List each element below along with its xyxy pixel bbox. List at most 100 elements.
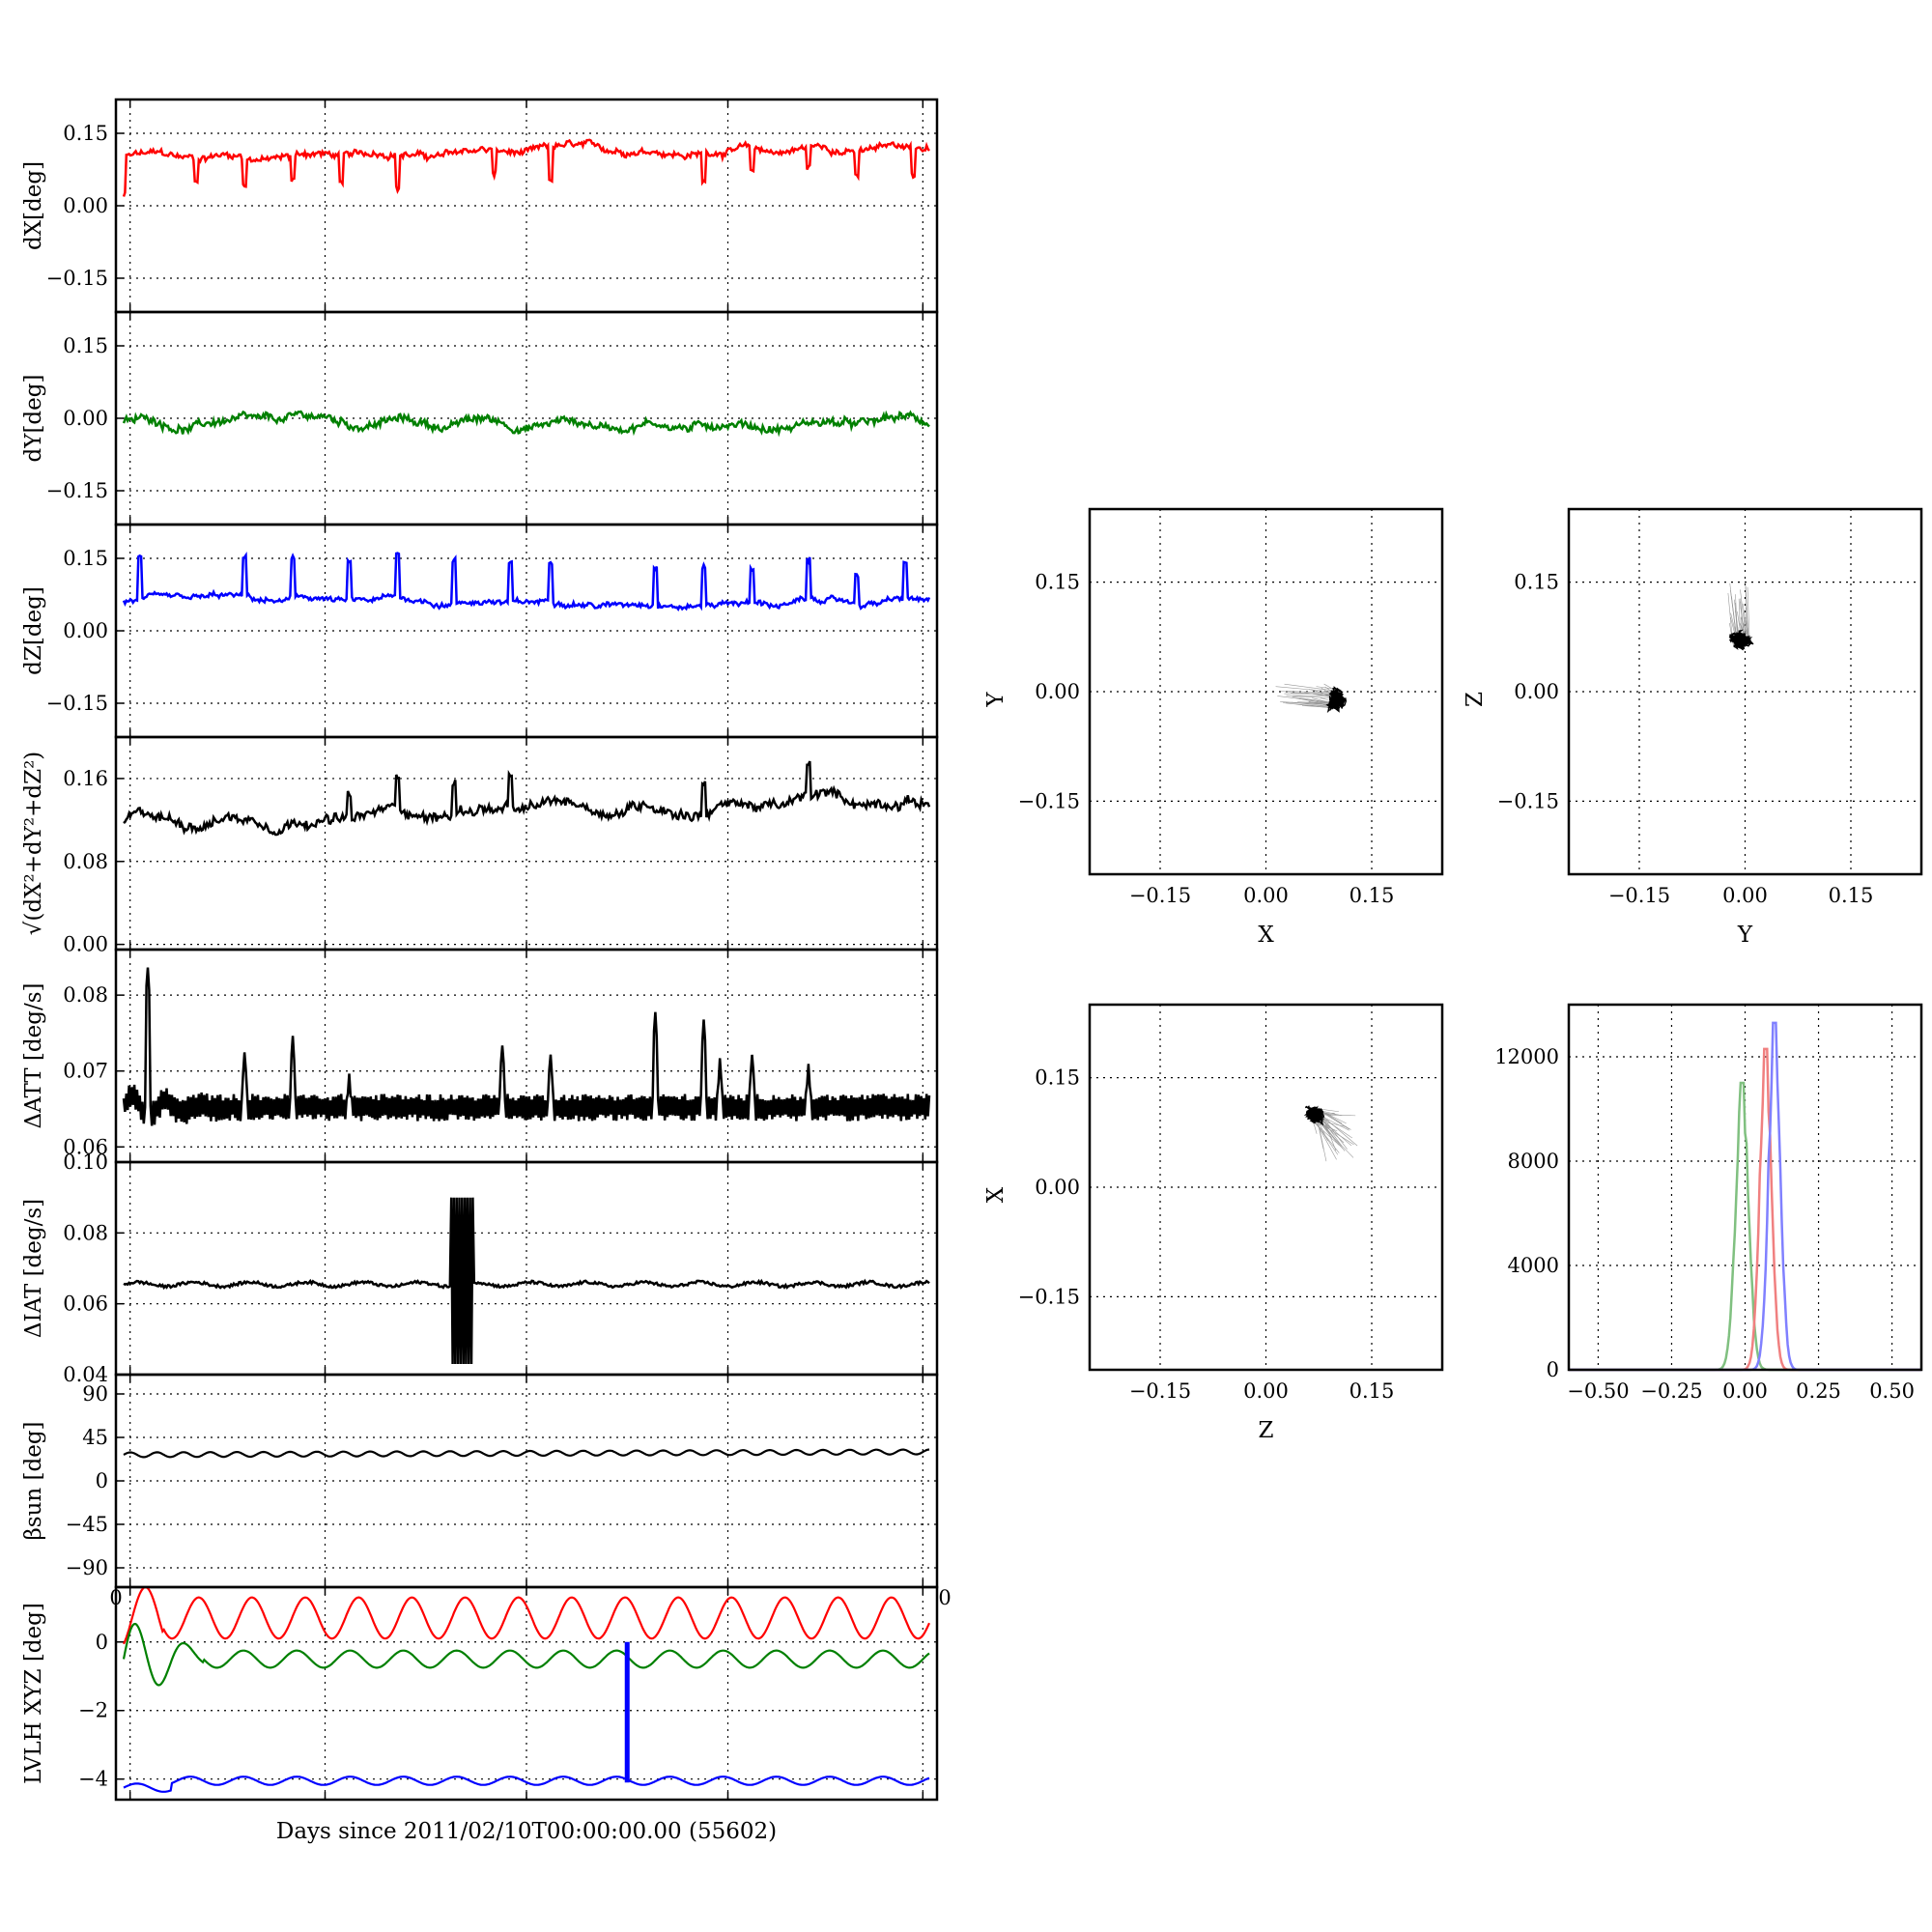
series-line	[122, 410, 930, 438]
x-axis-label: Y	[1737, 923, 1753, 948]
y-tick-label: 0.15	[1035, 1066, 1080, 1090]
time-series-panel	[114, 310, 939, 526]
plot-frame	[1567, 1003, 1923, 1372]
y-tick-label: 0.15	[1035, 571, 1080, 594]
y-tick-label: 0.00	[1035, 1176, 1080, 1199]
x-tick-label: 0.00	[1722, 884, 1768, 907]
scatter-panel	[1567, 507, 1923, 876]
y-axis-label: LVLH XYZ [deg]	[21, 1603, 46, 1784]
scatter-panel	[1088, 1003, 1444, 1372]
trail-line	[1317, 1119, 1327, 1162]
y-tick-label: 0.15	[63, 122, 108, 145]
y-tick-label: 0	[96, 1469, 108, 1492]
y-axis-label: dY[deg]	[21, 375, 46, 463]
series-line	[123, 1585, 931, 1645]
time-series-panel	[114, 948, 939, 1164]
y-tick-label: 0.06	[63, 1293, 108, 1316]
scatter-trace	[1303, 1105, 1325, 1126]
trail-line	[1734, 599, 1739, 637]
y-tick-label: 0.07	[63, 1060, 108, 1083]
series-line	[123, 1197, 930, 1365]
scatter-trace	[1325, 686, 1348, 714]
trail-line	[1313, 1117, 1337, 1160]
time-series-panel	[114, 523, 939, 739]
scatter-trace	[1728, 629, 1754, 651]
y-tick-label: 0.08	[63, 850, 108, 873]
x-tick-label: 0.00	[1243, 1379, 1289, 1403]
time-series-panel	[114, 1585, 939, 1802]
x-tick-label: 0.15	[1350, 884, 1395, 907]
y-axis-label: βsun [deg]	[21, 1421, 46, 1540]
x-tick-label: 0.15	[1350, 1379, 1395, 1403]
y-axis-label: ΔIAT [deg/s]	[21, 1199, 46, 1338]
y-tick-label: 0.00	[63, 933, 108, 956]
y-tick-label: 90	[82, 1382, 108, 1406]
trail-line	[1275, 686, 1331, 693]
time-series-panel	[114, 1160, 939, 1377]
series-line	[123, 1776, 930, 1793]
trail-line	[1279, 691, 1339, 696]
y-axis-label: √(dX²+dY²+dZ²)	[21, 752, 46, 936]
x-tick-label: −0.15	[1129, 884, 1191, 907]
series-line	[122, 551, 931, 612]
y-tick-label: −0.15	[46, 692, 108, 715]
y-tick-label: −0.15	[46, 267, 108, 290]
x-axis-label: Z	[1259, 1418, 1274, 1443]
scatter-panel	[1088, 507, 1444, 876]
y-axis-label: ΔATT [deg/s]	[21, 983, 46, 1129]
y-tick-label: 0.00	[1514, 680, 1559, 703]
plot-frame	[114, 1160, 939, 1377]
y-tick-label: −4	[78, 1768, 108, 1791]
y-tick-label: 0.08	[63, 1221, 108, 1244]
plot-frame	[1088, 1003, 1444, 1372]
trail-line	[1284, 683, 1338, 692]
trail-line	[1740, 598, 1745, 637]
y-axis-label: Y	[983, 692, 1009, 708]
y-tick-label: 0.00	[63, 194, 108, 217]
time-series-panel	[114, 1373, 939, 1589]
x-tick-label: 0.15	[1829, 884, 1874, 907]
x-axis-label: Days since 2011/02/10T00:00:00.00 (55602…	[276, 1819, 777, 1844]
x-tick-label: 0.00	[1243, 884, 1289, 907]
y-tick-label: −45	[66, 1513, 108, 1536]
y-tick-label: −2	[78, 1699, 108, 1722]
trail-line	[1747, 634, 1750, 638]
y-tick-label: −0.15	[1497, 789, 1559, 812]
y-tick-label: 0.16	[63, 767, 108, 790]
y-tick-label: 8000	[1508, 1150, 1559, 1173]
y-axis-label: dZ[deg]	[21, 586, 46, 675]
y-tick-label: 0.00	[1035, 680, 1080, 703]
series-line	[122, 138, 930, 197]
y-tick-label: 0.00	[63, 619, 108, 642]
trail-line	[1740, 616, 1748, 637]
y-tick-label: −0.15	[1018, 1285, 1080, 1308]
plot-frame	[1088, 507, 1444, 876]
y-tick-label: 0.15	[63, 334, 108, 357]
trail-line	[1298, 698, 1332, 705]
plot-frame	[114, 1585, 939, 1802]
trail-line	[1320, 1110, 1350, 1130]
y-axis-label: X	[983, 1186, 1009, 1203]
trail-line	[1313, 1120, 1338, 1132]
trail-line	[1277, 696, 1333, 703]
time-series-panel	[114, 735, 939, 952]
series-line	[122, 1622, 930, 1687]
x-tick-label: 0	[938, 1586, 951, 1609]
y-tick-label: −90	[66, 1556, 108, 1579]
histogram-line	[1569, 1021, 1921, 1372]
y-tick-label: 0.15	[1514, 571, 1559, 594]
y-tick-label: 45	[82, 1426, 108, 1449]
plot-frame	[114, 948, 939, 1164]
series-line	[123, 760, 931, 837]
x-axis-label: X	[1258, 923, 1274, 948]
y-tick-label: −0.15	[46, 479, 108, 502]
y-tick-label: 0.10	[63, 1151, 108, 1174]
y-tick-label: 0.00	[63, 407, 108, 430]
x-tick-label: −0.15	[1608, 884, 1670, 907]
y-tick-label: 0.15	[63, 547, 108, 570]
y-axis-label: dX[deg]	[21, 161, 46, 250]
plot-frame	[1567, 507, 1923, 876]
trail-line	[1740, 589, 1747, 639]
series-line	[123, 1448, 930, 1459]
